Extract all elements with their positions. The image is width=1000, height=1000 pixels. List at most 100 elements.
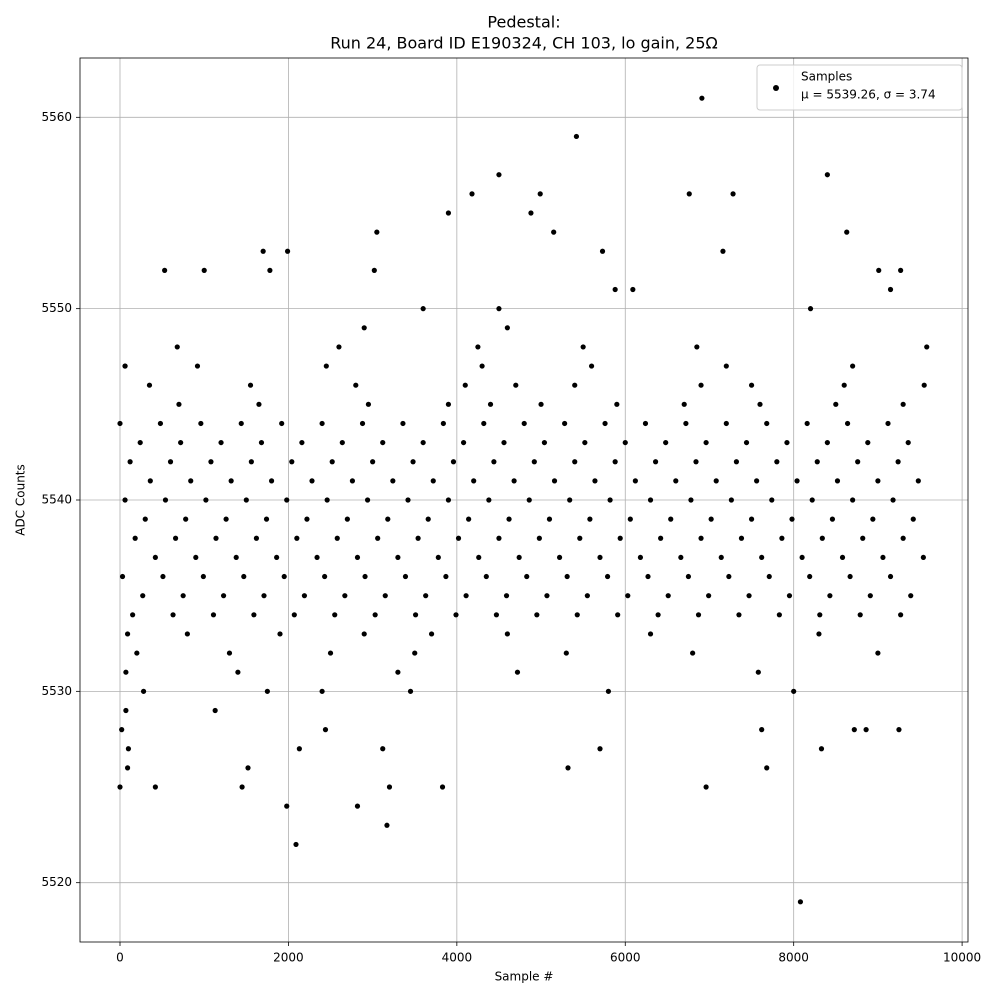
point [617,535,623,541]
point [439,784,446,790]
point [212,707,218,714]
points [117,95,930,905]
point [359,420,366,427]
point [774,459,780,465]
point [247,382,254,388]
point [281,573,287,580]
point [898,267,904,273]
point [496,306,502,312]
point [440,420,446,427]
point [469,191,475,197]
point [681,401,687,407]
point [365,401,372,407]
y-tick-label: 5530 [41,684,72,698]
point [875,650,881,656]
point [239,784,245,790]
x-axis-label: Sample # [495,970,554,984]
point [860,535,866,541]
point [665,593,671,599]
point [124,631,131,637]
point [123,707,129,714]
point [592,478,598,484]
point [647,497,654,503]
point [514,669,521,675]
point [839,554,846,561]
point [134,650,140,656]
point [479,363,485,369]
x-tick-label: 4000 [442,951,473,965]
point [730,191,736,197]
point [493,612,500,618]
point [291,612,297,618]
point [562,420,568,427]
point [876,267,882,273]
point [296,746,302,752]
point [284,497,290,503]
point [140,593,146,599]
point [513,382,519,388]
point [332,612,338,618]
point [124,765,131,771]
point [228,478,234,484]
point [395,554,401,561]
point [223,516,229,522]
point [817,612,823,618]
point [695,612,702,618]
point [699,95,705,101]
point [218,439,224,446]
point [759,727,765,733]
point [466,516,472,522]
point [504,325,510,331]
point [407,688,414,694]
point [833,401,839,407]
point [353,382,359,388]
point [847,573,853,580]
point [174,344,180,350]
point [693,459,699,465]
point [142,516,148,522]
point [567,497,573,503]
legend-marker [773,85,779,91]
point [463,593,469,599]
y-axis-label: ADC Counts [14,464,28,536]
point [268,478,275,484]
point [264,688,270,694]
point [258,439,265,446]
point [183,516,189,522]
point [415,535,421,541]
point [435,554,441,561]
point [807,306,814,312]
point [176,401,182,407]
point [386,784,393,790]
point [564,573,570,580]
point [652,459,659,465]
point [895,459,901,465]
point [754,478,760,484]
point [486,497,492,503]
point [152,784,158,790]
point [354,554,361,561]
point [537,191,543,197]
point [299,439,305,446]
point [791,688,797,694]
point [162,267,168,273]
point [642,420,649,427]
point [226,650,233,656]
point [827,593,833,599]
legend-note: μ = 5539.26, σ = 3.74 [801,88,936,102]
point [309,478,315,484]
point [896,727,902,733]
point [686,191,692,197]
point [354,803,361,809]
point [622,439,628,446]
point [260,248,266,254]
point [238,420,244,427]
point [764,420,770,427]
point [779,535,785,541]
point [627,516,633,522]
point [123,669,129,675]
point [428,631,435,637]
point [597,746,603,752]
point [759,554,765,561]
point [263,516,270,522]
